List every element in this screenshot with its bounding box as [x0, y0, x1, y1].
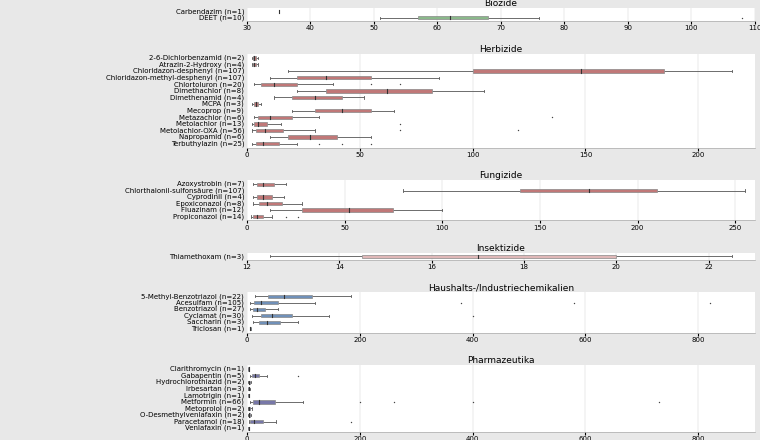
Bar	[252, 63, 256, 66]
Bar	[252, 400, 275, 403]
Title: Haushalts-/Industriechemikalien: Haushalts-/Industriechemikalien	[428, 283, 574, 292]
Bar	[261, 83, 296, 86]
Bar	[254, 301, 278, 304]
Title: Insektizide: Insektizide	[477, 244, 525, 253]
Bar	[249, 381, 250, 384]
Bar	[258, 116, 292, 119]
Bar	[253, 215, 263, 218]
Bar	[252, 308, 265, 311]
Bar	[252, 56, 256, 59]
Bar	[326, 89, 432, 92]
Bar	[258, 202, 282, 205]
Bar	[315, 109, 371, 112]
Bar	[249, 413, 250, 417]
Bar	[249, 407, 250, 410]
Bar	[473, 70, 664, 73]
Bar	[302, 209, 394, 212]
Bar	[292, 96, 342, 99]
Bar	[250, 420, 263, 423]
Bar	[287, 136, 337, 139]
Bar	[296, 76, 371, 79]
Bar	[363, 255, 616, 258]
Bar	[259, 321, 280, 324]
Bar	[261, 314, 292, 317]
Title: Herbizide: Herbizide	[480, 45, 522, 54]
Bar	[257, 195, 272, 199]
Bar	[254, 103, 258, 106]
Bar	[418, 16, 488, 19]
Bar	[254, 122, 268, 125]
Bar	[256, 129, 283, 132]
Bar	[256, 142, 279, 145]
Bar	[521, 189, 657, 192]
Title: Biozide: Biozide	[484, 0, 518, 8]
Title: Pharmazeutika: Pharmazeutika	[467, 356, 534, 365]
Bar	[257, 183, 274, 186]
Bar	[268, 295, 312, 298]
Bar	[252, 374, 259, 377]
Title: Fungizide: Fungizide	[480, 171, 522, 180]
